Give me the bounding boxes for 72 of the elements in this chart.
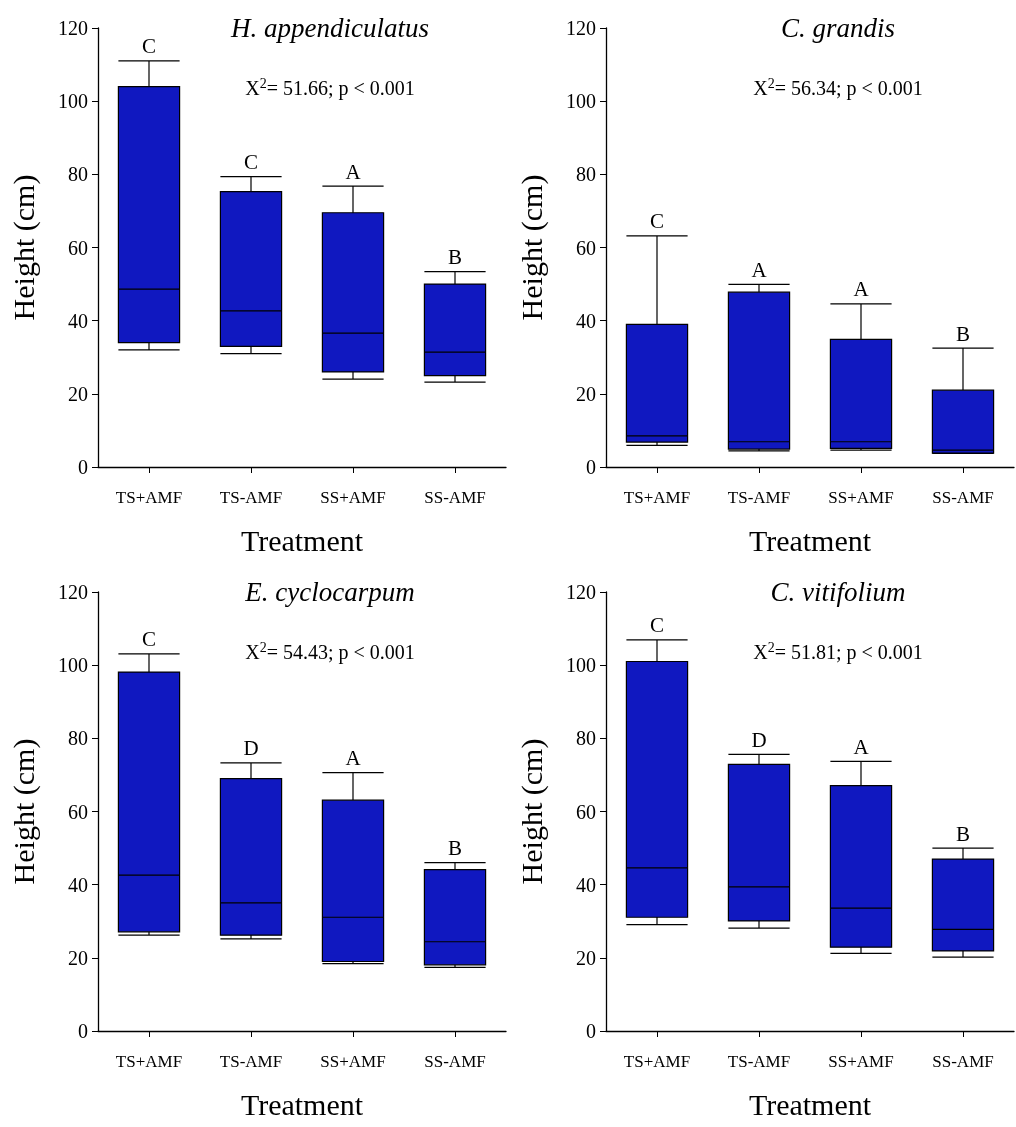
x-tick-label: SS+AMF <box>320 1051 386 1071</box>
y-tick-label: 40 <box>576 873 596 896</box>
annotation: C <box>243 150 259 175</box>
annotation: C <box>141 626 157 651</box>
chart-title: C. vitifolium <box>770 576 906 606</box>
y-tick-label: 20 <box>576 382 596 405</box>
x-axis-title: Treatment <box>240 1087 364 1120</box>
y-axis-title: Height (cm) <box>6 174 41 321</box>
annotation: B <box>447 245 463 270</box>
y-tick-label: 40 <box>68 873 88 896</box>
annotation: B <box>447 835 463 860</box>
annotation: A <box>345 745 362 770</box>
y-tick-label: 20 <box>576 946 596 969</box>
y-tick-label: 80 <box>576 726 596 749</box>
y-tick-label: 60 <box>576 236 596 259</box>
annotation: D <box>751 727 767 752</box>
y-tick-label: 100 <box>566 653 596 676</box>
y-axis-title: Height (cm) <box>514 174 549 321</box>
y-tick-label: 0 <box>586 1019 596 1042</box>
y-tick-label: 120 <box>58 580 88 603</box>
y-tick-label: 80 <box>576 163 596 186</box>
annotation: B <box>955 321 971 346</box>
y-tick-label: 40 <box>68 309 88 332</box>
x-tick-label: TS+AMF <box>115 1051 183 1071</box>
x-tick-label: TS-AMF <box>219 1051 283 1071</box>
annotation: C <box>649 612 665 637</box>
y-tick-label: 80 <box>68 726 88 749</box>
y-tick-label: 100 <box>58 653 88 676</box>
x-tick-label: SS+AMF <box>320 488 386 507</box>
y-tick-label: 60 <box>68 236 88 259</box>
annotation: A <box>751 257 768 282</box>
annotation: A <box>345 159 362 184</box>
x-tick-label: TS-AMF <box>219 488 283 507</box>
x-tick-label: SS+AMF <box>828 1051 894 1071</box>
x-tick-label: SS-AMF <box>424 488 486 507</box>
x-tick-label: SS+AMF <box>828 488 894 507</box>
chart-title: H. appendiculatus <box>230 12 429 43</box>
y-tick-label: 20 <box>68 382 88 405</box>
x-tick-label: TS+AMF <box>623 1051 691 1071</box>
y-tick-label: 40 <box>576 309 596 332</box>
chart-title: C. grandis <box>780 12 896 43</box>
y-tick-label: 80 <box>68 163 88 186</box>
annotation: B <box>955 821 971 846</box>
y-tick-label: 100 <box>566 90 596 113</box>
y-tick-label: 120 <box>566 17 596 39</box>
x-axis-title: Treatment <box>748 1087 872 1120</box>
y-axis-title: Height (cm) <box>514 738 549 884</box>
y-tick-label: 0 <box>586 456 596 478</box>
x-tick-label: SS-AMF <box>424 1051 486 1071</box>
x-tick-label: TS-AMF <box>727 1051 791 1071</box>
y-tick-label: 120 <box>58 17 88 39</box>
y-tick-label: 60 <box>68 800 88 822</box>
x-axis-title: Treatment <box>748 523 872 557</box>
annotation: D <box>243 735 259 760</box>
x-axis-title: Treatment <box>240 523 364 557</box>
annotation: A <box>853 734 870 759</box>
y-tick-label: 100 <box>58 90 88 113</box>
y-tick-label: 0 <box>78 1019 88 1042</box>
annotation: C <box>649 209 665 234</box>
y-tick-label: 60 <box>576 800 596 822</box>
x-tick-label: TS-AMF <box>727 488 791 507</box>
x-tick-label: TS+AMF <box>115 488 183 507</box>
y-tick-label: 0 <box>78 456 88 478</box>
x-tick-label: SS-AMF <box>932 1051 994 1071</box>
y-tick-label: 20 <box>68 946 88 969</box>
annotation: A <box>853 277 870 302</box>
chart-title: E. cyclocarpum <box>244 576 415 606</box>
annotation: C <box>141 34 157 59</box>
x-tick-label: SS-AMF <box>932 488 994 507</box>
y-axis-title: Height (cm) <box>6 738 41 884</box>
y-tick-label: 120 <box>566 580 596 603</box>
x-tick-label: TS+AMF <box>623 488 691 507</box>
